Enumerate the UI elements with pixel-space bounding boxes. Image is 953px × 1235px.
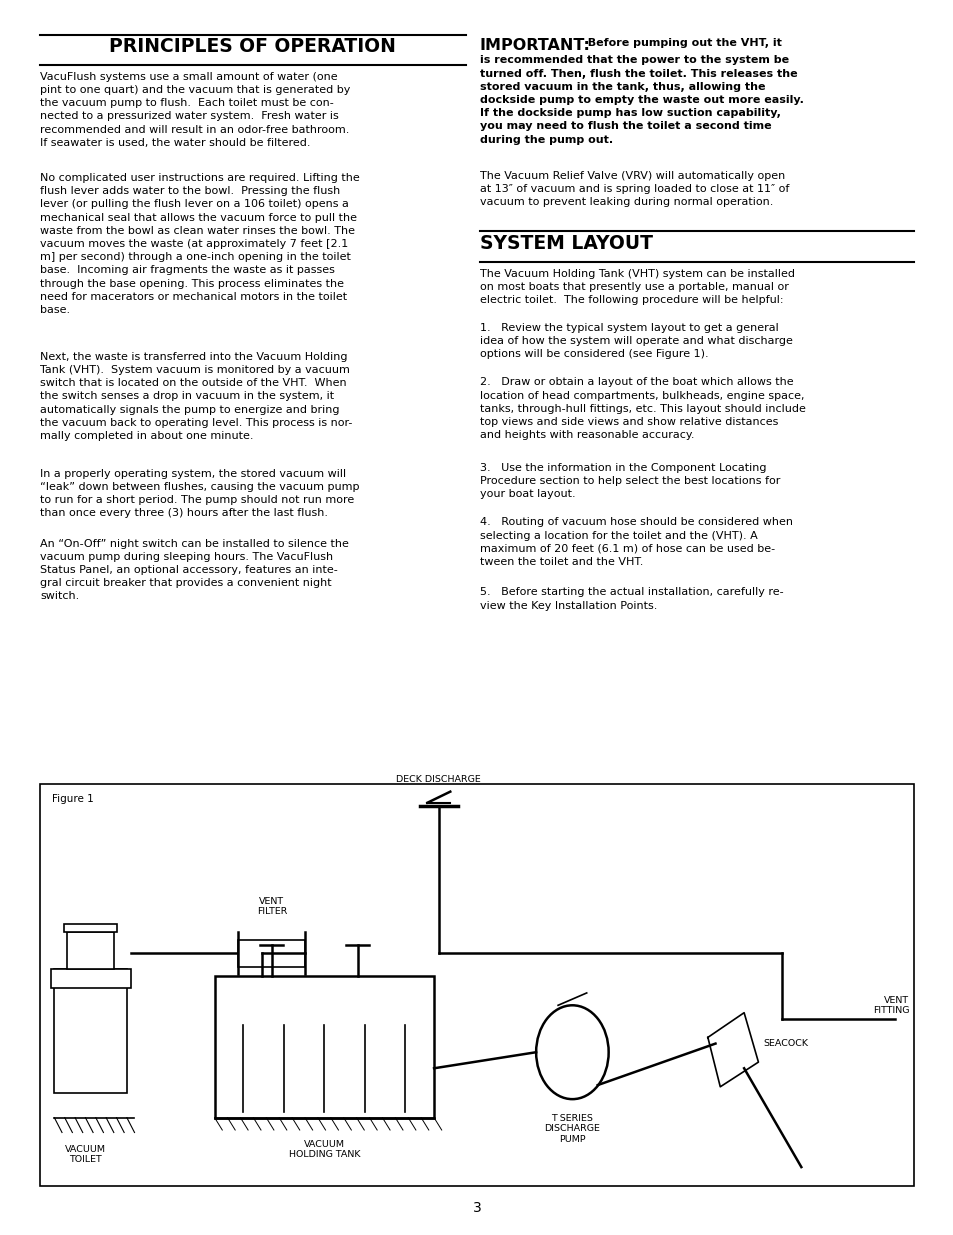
Text: An “On-Off” night switch can be installed to silence the
vacuum pump during slee: An “On-Off” night switch can be installe… bbox=[40, 538, 349, 601]
Text: Next, the waste is transferred into the Vacuum Holding
Tank (VHT).  System vacuu: Next, the waste is transferred into the … bbox=[40, 352, 352, 441]
Text: is recommended that the power to the system be
turned off. Then, flush the toile: is recommended that the power to the sys… bbox=[479, 56, 802, 144]
Text: PRINCIPLES OF OPERATION: PRINCIPLES OF OPERATION bbox=[110, 37, 395, 56]
Text: Before pumping out the VHT, it: Before pumping out the VHT, it bbox=[579, 38, 781, 48]
Text: Figure 1: Figure 1 bbox=[51, 794, 93, 804]
Circle shape bbox=[536, 1005, 608, 1099]
Text: VACUUM
HOLDING TANK: VACUUM HOLDING TANK bbox=[289, 1140, 359, 1160]
Bar bbox=[51, 969, 131, 988]
Text: DECK DISCHARGE: DECK DISCHARGE bbox=[396, 776, 480, 784]
Bar bbox=[64, 924, 117, 932]
Text: VENT
FILTER: VENT FILTER bbox=[256, 897, 287, 916]
Bar bbox=[238, 940, 305, 967]
Text: 3: 3 bbox=[472, 1202, 481, 1215]
Text: 2.   Draw or obtain a layout of the boat which allows the
location of head compa: 2. Draw or obtain a layout of the boat w… bbox=[479, 378, 805, 440]
Text: 1.   Review the typical system layout to get a general
idea of how the system wi: 1. Review the typical system layout to g… bbox=[479, 322, 792, 359]
Text: 5.   Before starting the actual installation, carefully re-
view the Key Install: 5. Before starting the actual installati… bbox=[479, 588, 782, 610]
Text: 4.   Routing of vacuum hose should be considered when
selecting a location for t: 4. Routing of vacuum hose should be cons… bbox=[479, 517, 792, 567]
Text: VacuFlush systems use a small amount of water (one
pint to one quart) and the va: VacuFlush systems use a small amount of … bbox=[40, 72, 350, 148]
Bar bbox=[214, 976, 434, 1118]
Text: T SERIES
DISCHARGE
PUMP: T SERIES DISCHARGE PUMP bbox=[544, 1114, 599, 1144]
Text: The Vacuum Holding Tank (VHT) system can be installed
on most boats that present: The Vacuum Holding Tank (VHT) system can… bbox=[479, 268, 794, 305]
Text: VACUUM
TOILET: VACUUM TOILET bbox=[66, 1145, 106, 1165]
Bar bbox=[40, 784, 913, 1186]
Bar bbox=[67, 932, 114, 969]
Text: IMPORTANT:: IMPORTANT: bbox=[479, 38, 590, 53]
Bar bbox=[54, 969, 127, 1093]
Text: SEACOCK: SEACOCK bbox=[762, 1039, 807, 1049]
Text: VENT
FITTING: VENT FITTING bbox=[872, 995, 908, 1015]
Text: SYSTEM LAYOUT: SYSTEM LAYOUT bbox=[479, 235, 652, 253]
Text: The Vacuum Relief Valve (VRV) will automatically open
at 13″ of vacuum and is sp: The Vacuum Relief Valve (VRV) will autom… bbox=[479, 170, 788, 207]
Text: No complicated user instructions are required. Lifting the
flush lever adds wate: No complicated user instructions are req… bbox=[40, 173, 359, 315]
Text: In a properly operating system, the stored vacuum will
“leak” down between flush: In a properly operating system, the stor… bbox=[40, 468, 359, 519]
Text: 3.   Use the information in the Component Locating
Procedure section to help sel: 3. Use the information in the Component … bbox=[479, 463, 780, 499]
